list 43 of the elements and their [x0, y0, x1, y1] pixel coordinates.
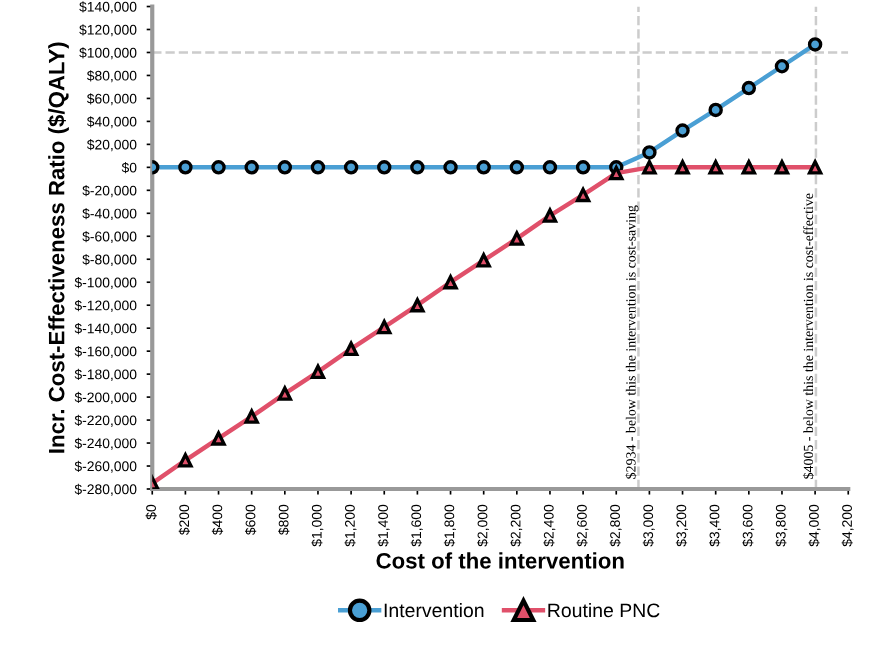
- point: [741, 160, 757, 175]
- point: [443, 160, 458, 175]
- x-axis-title: Cost of the intervention: [376, 552, 624, 569]
- point: [211, 431, 226, 446]
- point: [343, 160, 359, 175]
- point: [178, 160, 193, 175]
- point: [675, 123, 690, 138]
- point: [542, 208, 558, 223]
- point: [509, 231, 525, 246]
- point: [343, 341, 359, 357]
- point: [609, 165, 624, 181]
- point: [277, 386, 293, 401]
- point: [675, 160, 690, 175]
- point: [774, 160, 790, 175]
- point: [443, 275, 458, 290]
- point: [807, 37, 823, 52]
- point: [377, 160, 392, 175]
- legend-label: Routine PNC: [548, 603, 660, 618]
- point: [377, 319, 392, 335]
- point: [244, 409, 259, 424]
- point: [509, 160, 525, 175]
- legend-label: Intervention: [384, 603, 484, 618]
- point: [575, 160, 591, 175]
- point: [178, 453, 193, 468]
- point: [244, 160, 259, 175]
- point: [410, 160, 425, 175]
- point: [708, 102, 723, 118]
- point: [410, 297, 425, 313]
- point: [741, 80, 757, 96]
- point: [575, 187, 591, 203]
- y-axis-title: Incr. Cost-Effectiveness Ratio ($/QALY): [47, 42, 69, 453]
- point: [476, 253, 491, 268]
- point: [310, 160, 326, 175]
- point: [642, 145, 657, 160]
- point: [310, 364, 326, 380]
- point: [476, 160, 491, 175]
- point: [542, 160, 558, 175]
- point: [642, 160, 657, 175]
- point: [807, 160, 823, 175]
- point: [211, 160, 226, 175]
- point: [774, 59, 790, 74]
- point: [277, 160, 293, 175]
- point: [708, 160, 723, 175]
